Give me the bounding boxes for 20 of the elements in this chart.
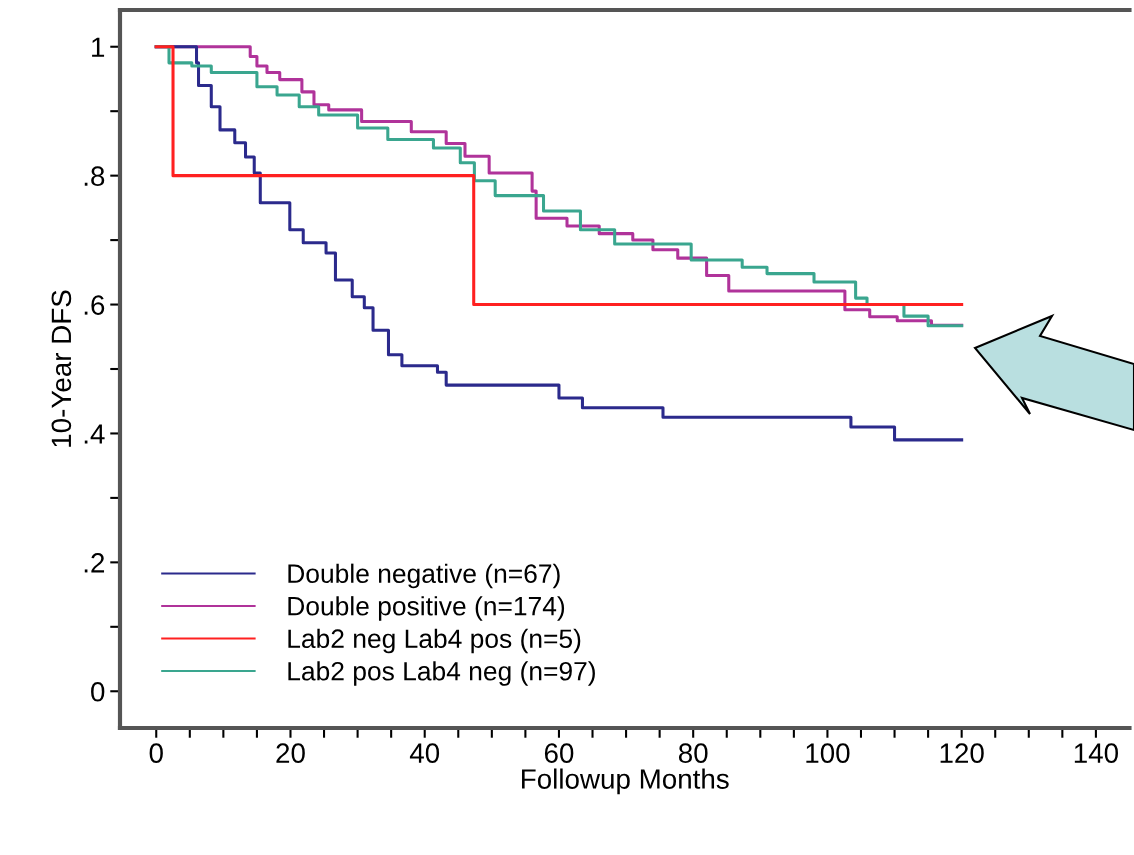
legend-label: Double positive (n=174) [288,596,565,621]
y-tick-label: .4 [84,424,105,444]
y-tick-label: 1 [92,37,105,57]
y-tick-label: .8 [84,166,105,186]
x-tick-label: 120 [940,743,984,763]
y-axis-title: 10-Year DFS [51,290,72,447]
x-axis-title: Followup Months [522,768,729,795]
y-tick-label: .2 [84,553,105,573]
x-tick-label: 20 [276,743,305,763]
legend-label: Lab2 pos Lab4 neg (n=97) [288,661,595,686]
x-tick-label: 100 [806,743,850,763]
y-tick-label: 0 [91,681,105,702]
legend-label: Lab2 neg Lab4 pos (n=5) [288,628,581,654]
x-tick-label: 0 [149,743,163,763]
x-tick-label: 40 [409,743,440,763]
x-tick-label: 60 [544,743,574,763]
y-tick-label: .6 [84,295,105,315]
legend-label: Double negative (n=67) [288,563,560,589]
x-tick-label: 80 [678,743,708,763]
x-tick-label: 140 [1074,743,1118,763]
